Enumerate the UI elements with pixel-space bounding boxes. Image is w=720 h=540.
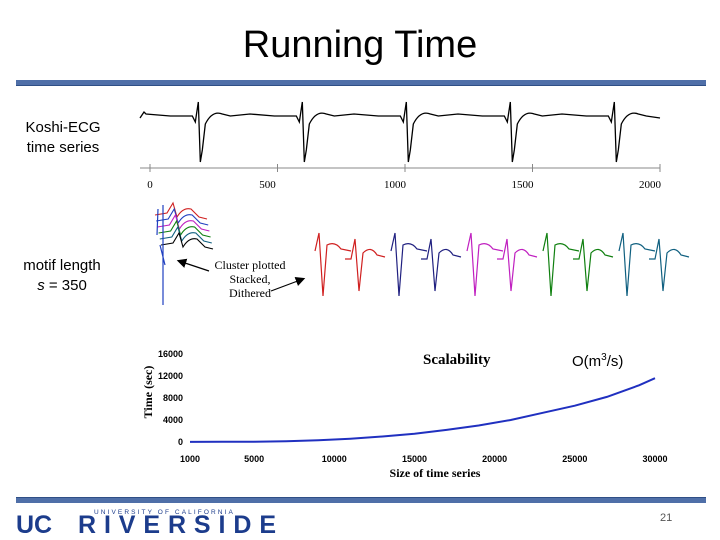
x-tick-label: 20000 [482,454,507,464]
x-tick-label: 1000 [180,454,200,464]
stacked-spike [156,205,166,305]
y-tick-label: 12000 [158,371,183,381]
cluster-motif [649,238,690,292]
y-tick-label: 4000 [163,415,183,425]
ecg-tick-label: 500 [259,179,276,191]
ecg-tick-label: 1500 [512,179,535,191]
ecg-line [139,101,661,163]
ucr-logo: UNIVERSITY OF CALIFORNIA UC RIVERSIDE [16,509,276,535]
ecg-time-series: 0 500 1000 1500 2000 [139,101,662,191]
motif-value: = 350 [44,277,87,294]
arrow-to-clusters [270,277,306,292]
logo-uc: UC [16,511,52,535]
motif-label: motif length s = 350 [12,256,112,296]
cluster-motif [345,238,386,292]
cluster-motif [421,238,462,292]
complexity-prefix: O(m [572,353,602,370]
cluster-motif [542,232,580,297]
slide-title: Running Time [242,24,478,66]
ecg-tick-label: 1000 [384,179,407,191]
cluster-motif [466,232,504,297]
top-divider [16,80,706,86]
ecg-label-line1: Koshi-ECG [25,119,101,136]
x-axis-ticks: 1000 5000 10000 15000 20000 25000 30000 [180,454,668,464]
x-tick-label: 5000 [244,454,264,464]
series-group [189,377,656,443]
ecg-label-line2: time series [26,139,100,156]
ecg-axis-ticks: 0 500 1000 1500 2000 [147,164,662,191]
motif-panel [154,201,690,305]
y-tick-label: 0 [178,437,183,447]
cluster-caption-line1: Cluster plotted [214,258,286,272]
page-number: 21 [660,512,673,524]
series-line [189,377,656,443]
chart-title: Scalability [423,352,491,368]
ecg-label: Koshi-ECG time series [18,118,108,158]
logo-riverside: RIVERSIDE [78,511,276,535]
scalability-chart: Scalability 0 4000 8000 12000 16000 1000 5000… [141,349,668,480]
ecg-tick-label: 2000 [639,179,662,191]
motif-label-line1: motif length [23,257,101,274]
cluster-caption-line3: Dithered [229,286,271,300]
ecg-tick-label: 0 [147,179,153,191]
x-tick-label: 25000 [562,454,587,464]
cluster-motif [618,232,656,297]
x-tick-label: 15000 [402,454,427,464]
stacked-motif [160,231,214,250]
logo-subtitle: UNIVERSITY OF CALIFORNIA [94,509,235,516]
cluster-motif [573,238,614,292]
motif-symbol: s [37,277,45,294]
cluster-caption-line2: Stacked, [229,272,271,286]
y-tick-label: 8000 [163,393,183,403]
x-tick-label: 10000 [322,454,347,464]
y-axis-label: Time (sec) [141,366,155,419]
complexity-exponent: 3 [601,352,607,363]
cluster-motif [314,232,352,297]
arrow-to-stack [176,258,210,272]
bottom-divider [16,497,706,503]
x-tick-label: 30000 [642,454,667,464]
x-axis-label: Size of time series [390,466,481,480]
complexity-suffix: /s) [606,353,624,370]
y-tick-label: 16000 [158,349,183,359]
complexity-annotation: O(m3/s) [572,352,623,370]
cluster-caption: Cluster plotted Stacked, Dithered [200,258,300,300]
cluster-motif [497,238,538,292]
motif-clusters [314,232,690,297]
cluster-motif [390,232,428,297]
y-axis-ticks: 0 4000 8000 12000 16000 [158,349,183,447]
motif-stack [154,201,214,305]
ecg-trace [139,101,661,163]
